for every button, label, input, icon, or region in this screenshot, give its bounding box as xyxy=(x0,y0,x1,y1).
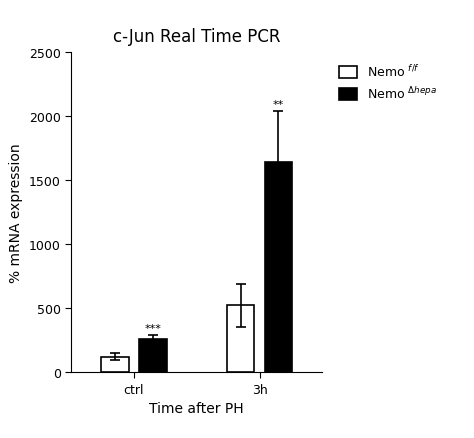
Title: c-Jun Real Time PCR: c-Jun Real Time PCR xyxy=(113,28,281,46)
Text: ***: *** xyxy=(144,323,161,333)
Bar xyxy=(264,162,292,372)
Bar xyxy=(101,357,129,372)
Bar xyxy=(227,306,255,372)
Legend: Nemo $^{f/f}$, Nemo $^{\Delta hepa}$: Nemo $^{f/f}$, Nemo $^{\Delta hepa}$ xyxy=(334,59,443,107)
Text: **: ** xyxy=(273,100,284,110)
X-axis label: Time after PH: Time after PH xyxy=(149,401,244,415)
Bar xyxy=(139,340,166,372)
Y-axis label: % mRNA expression: % mRNA expression xyxy=(9,143,23,282)
